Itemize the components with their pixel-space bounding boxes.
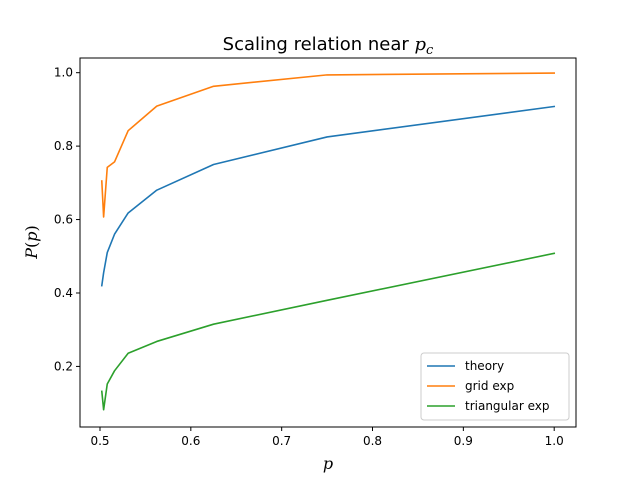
series-line-grid-exp [100, 72, 556, 218]
chart-title-text: Scaling relation near [223, 34, 415, 55]
x-tick-label: 0.5 [90, 434, 109, 448]
series-line-theory [100, 105, 556, 287]
y-axis-label-open: ( [22, 242, 41, 248]
x-tick-label: 1.0 [545, 434, 564, 448]
y-axis-label-var: P [22, 248, 41, 260]
legend-label: grid exp [465, 379, 514, 393]
chart-title-math: p [415, 34, 427, 55]
legend-box [420, 352, 570, 421]
y-tick-label: 1.0 [54, 66, 73, 80]
legend-label: triangular exp [465, 399, 549, 413]
x-tick-label: 0.8 [363, 434, 382, 448]
y-axis-label-arg: p [22, 231, 41, 241]
plot-area [100, 72, 556, 411]
series-line-triangular-exp [100, 252, 556, 411]
axes-frame [79, 57, 577, 428]
x-tick-label: 0.9 [454, 434, 473, 448]
x-axis-label: p [323, 454, 333, 473]
y-axis-label: P(p) [22, 225, 41, 260]
y-axis-label-close: ) [22, 225, 41, 231]
legend: theory grid exp triangular exp [420, 352, 570, 421]
x-tick-label: 0.6 [181, 434, 200, 448]
x-tick-label: 0.7 [272, 434, 291, 448]
chart-title-math-sub: c [426, 43, 434, 58]
y-tick-label: 0.8 [54, 139, 73, 153]
y-tick-label: 0.6 [54, 213, 73, 227]
axis-ticks: 0.5 0.6 0.7 0.8 0.9 1.0 0.2 0.4 0.6 0.8 1.0 [54, 66, 564, 448]
y-tick-label: 0.4 [54, 286, 73, 300]
y-tick-label: 0.2 [54, 359, 73, 373]
chart-title: Scaling relation near pc [223, 34, 434, 58]
legend-label: theory [465, 359, 504, 373]
